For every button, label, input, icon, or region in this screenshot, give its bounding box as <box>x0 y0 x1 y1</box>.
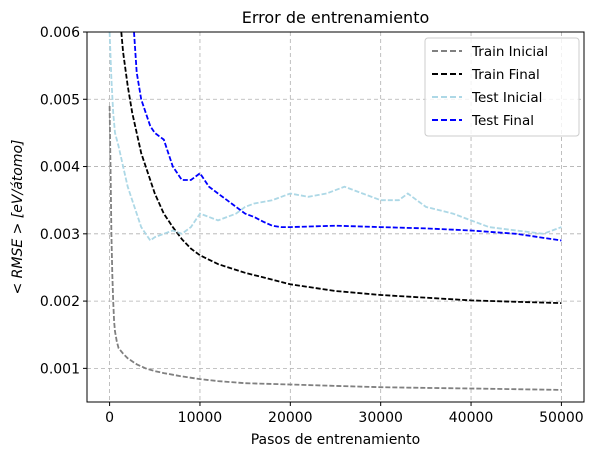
legend: Train Inicial Train Final Test Inicial Test… <box>424 37 580 137</box>
y-tick-label: 0.005 <box>40 92 80 108</box>
x-tick-label: 20000 <box>268 410 313 426</box>
y-tick-label: 0.004 <box>40 160 80 176</box>
legend-label: Test Final <box>471 113 534 129</box>
legend-label: Train Inicial <box>471 44 548 60</box>
legend-label: Test Inicial <box>471 90 542 106</box>
y-tick-label: 0.001 <box>40 361 80 377</box>
series-line <box>108 105 562 391</box>
x-tick-label: 10000 <box>178 410 223 426</box>
y-axis-label: < RMSE > [eV/átomo] <box>10 139 26 294</box>
x-tick-label: 40000 <box>449 410 494 426</box>
x-axis-label: Pasos de entrenamiento <box>251 432 421 448</box>
legend-box <box>424 37 580 137</box>
y-tick-label: 0.002 <box>40 294 80 310</box>
series-line <box>120 32 562 304</box>
legend-label: Train Final <box>471 67 540 83</box>
chart-title: Error de entrenamiento <box>242 8 430 27</box>
series-line <box>108 32 562 242</box>
x-tick-label: 50000 <box>539 410 584 426</box>
plot-frame <box>86 31 585 403</box>
series-layer <box>108 32 562 391</box>
series-line <box>133 32 562 242</box>
y-tick-label: 0.003 <box>40 227 80 243</box>
y-tick-label: 0.006 <box>40 25 80 41</box>
x-tick-label: 0 <box>105 410 114 426</box>
ticks: 0 10000 20000 30000 40000 50000 0.001 0.002 0.00… <box>40 25 584 426</box>
x-tick-label: 30000 <box>358 410 403 426</box>
